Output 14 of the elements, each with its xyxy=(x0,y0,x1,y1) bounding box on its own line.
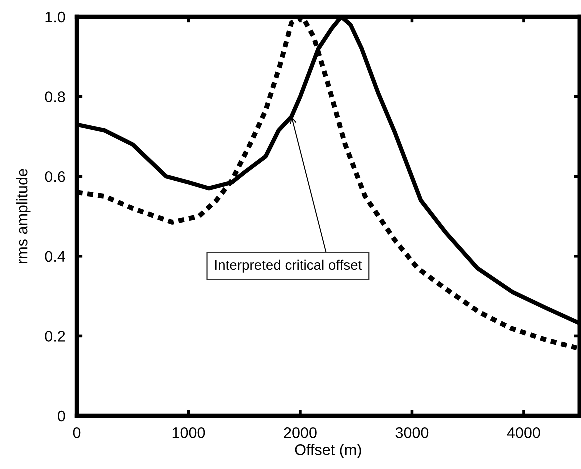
y-tick-label: 0.2 xyxy=(45,331,66,342)
x-tick-label: 1000 xyxy=(172,428,206,438)
y-tick-label: 0.8 xyxy=(45,92,66,102)
y-tick-label: 0 xyxy=(58,410,66,422)
y-tick-label: 1.0 xyxy=(46,12,66,23)
x-axis-title: Offset (m) xyxy=(295,444,362,458)
x-tick-label: 0 xyxy=(73,428,81,438)
annotation: Interpreted critical offset xyxy=(215,260,362,273)
x-tick-label: 4000 xyxy=(507,428,540,438)
y-tick-label: 0.4 xyxy=(45,251,66,262)
y-tick-label: 0.6 xyxy=(45,171,66,182)
x-tick-label: 3000 xyxy=(396,428,429,438)
y-axis-title: rms amplitude xyxy=(16,169,31,264)
x-tick-label: 2000 xyxy=(284,428,317,438)
